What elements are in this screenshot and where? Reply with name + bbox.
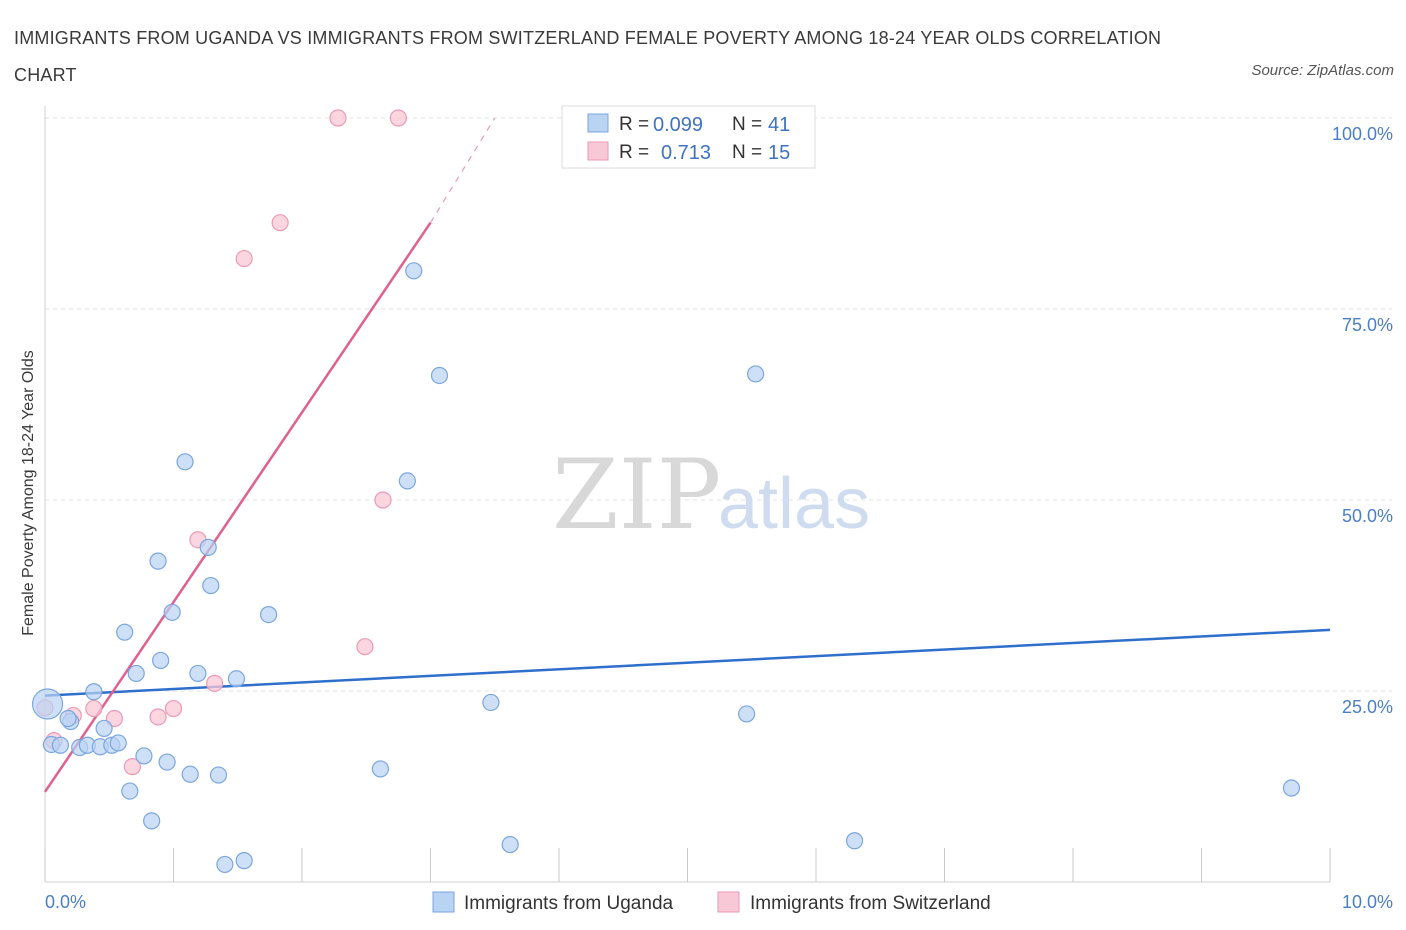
- legend-swatch-switzerland: [717, 891, 740, 913]
- grid-lines: [45, 117, 1392, 692]
- point-uganda-18: [163, 603, 181, 621]
- point-uganda-31: [405, 262, 423, 280]
- point-uganda-22: [199, 538, 217, 556]
- point-uganda-19: [176, 453, 194, 471]
- y-tick-label-1: 50.0%: [1342, 506, 1393, 526]
- stats-n-value-uganda: 41: [768, 114, 790, 136]
- stats-legend-box: R = 0.099 N = 41 R = 0.713 N = 15: [561, 105, 816, 169]
- point-switzerland-12: [329, 109, 347, 127]
- trend-line-uganda: [44, 628, 1331, 697]
- stats-n-label-switzerland: N =: [732, 142, 762, 163]
- point-uganda-14: [143, 812, 161, 830]
- point-uganda-25: [216, 855, 234, 874]
- point-switzerland-10: [235, 249, 253, 268]
- y-tick-label-3: 100.0%: [1332, 124, 1393, 144]
- y-tick-label-2: 75.0%: [1342, 315, 1393, 335]
- point-uganda-17: [158, 753, 176, 771]
- point-uganda-12: [127, 664, 145, 683]
- point-switzerland-15: [389, 109, 407, 127]
- x-tick-labels: 0.0% 10.0%: [45, 892, 1393, 912]
- watermark-zip: ZIP: [552, 439, 721, 551]
- point-switzerland-6: [149, 708, 167, 726]
- x-tick-label-max: 10.0%: [1342, 892, 1393, 912]
- point-uganda-11: [121, 782, 139, 800]
- switzerland-points: [36, 109, 407, 776]
- y-tick-labels: 25.0% 50.0% 75.0% 100.0%: [1332, 124, 1393, 717]
- legend-label-uganda: Immigrants from Uganda: [464, 893, 674, 914]
- point-uganda-36: [747, 365, 765, 383]
- point-uganda-28: [259, 605, 278, 624]
- point-uganda-40: [59, 709, 77, 728]
- trend-line-switzerland-extension: [429, 117, 496, 223]
- stats-r-label-switzerland: R =: [619, 142, 649, 163]
- point-switzerland-14: [374, 491, 392, 509]
- point-uganda-9: [109, 734, 127, 752]
- trend-line-switzerland: [43, 221, 432, 793]
- trend-lines: [43, 117, 1331, 793]
- legend-label-switzerland: Immigrants from Switzerland: [750, 893, 991, 914]
- point-uganda-37: [845, 832, 864, 850]
- point-switzerland-11: [271, 214, 289, 232]
- point-uganda-15: [149, 552, 167, 570]
- point-switzerland-5: [123, 758, 141, 776]
- point-uganda-38: [1282, 779, 1301, 797]
- point-uganda-21: [189, 664, 207, 683]
- point-uganda-33: [482, 693, 500, 712]
- stats-n-value-switzerland: 15: [768, 142, 790, 164]
- stats-r-value-switzerland: 0.713: [661, 142, 711, 164]
- point-uganda-35: [738, 705, 756, 723]
- source-label: Source: ZipAtlas.com: [1251, 62, 1394, 79]
- point-uganda-39: [31, 688, 64, 720]
- point-switzerland-3: [85, 699, 103, 718]
- stats-swatch-uganda: [587, 113, 609, 133]
- point-uganda-1: [51, 736, 70, 754]
- point-uganda-24: [209, 766, 228, 784]
- point-uganda-16: [152, 651, 170, 670]
- stats-n-label-uganda: N =: [732, 114, 762, 135]
- point-switzerland-7: [164, 699, 183, 718]
- point-switzerland-4: [105, 709, 123, 728]
- point-uganda-32: [430, 366, 449, 385]
- x-tick-label-min: 0.0%: [45, 892, 86, 912]
- point-uganda-13: [135, 747, 153, 765]
- uganda-points: [31, 262, 1301, 874]
- axes: [44, 106, 1331, 883]
- point-switzerland-9: [206, 674, 224, 692]
- point-uganda-7: [95, 719, 113, 738]
- point-uganda-27: [235, 852, 253, 870]
- point-uganda-20: [181, 765, 199, 783]
- point-uganda-34: [501, 835, 519, 854]
- stats-r-label-uganda: R =: [619, 114, 649, 135]
- point-uganda-30: [398, 472, 416, 490]
- point-uganda-29: [371, 760, 389, 778]
- y-axis-label: Female Poverty Among 18-24 Year Olds: [20, 350, 37, 636]
- point-uganda-23: [202, 576, 220, 595]
- legend-swatch-uganda: [432, 891, 455, 913]
- bottom-legend: Immigrants from Uganda Immigrants from S…: [432, 891, 991, 914]
- point-uganda-10: [116, 623, 134, 641]
- watermark: ZIP atlas: [552, 439, 870, 551]
- point-uganda-5: [85, 683, 103, 701]
- stats-r-value-uganda: 0.099: [653, 114, 703, 136]
- point-switzerland-13: [356, 638, 374, 656]
- chart-title: IMMIGRANTS FROM UGANDA VS IMMIGRANTS FRO…: [14, 28, 1162, 85]
- point-uganda-26: [227, 670, 246, 688]
- watermark-atlas: atlas: [718, 464, 870, 544]
- stats-swatch-switzerland: [587, 141, 609, 161]
- y-tick-label-0: 25.0%: [1342, 697, 1393, 717]
